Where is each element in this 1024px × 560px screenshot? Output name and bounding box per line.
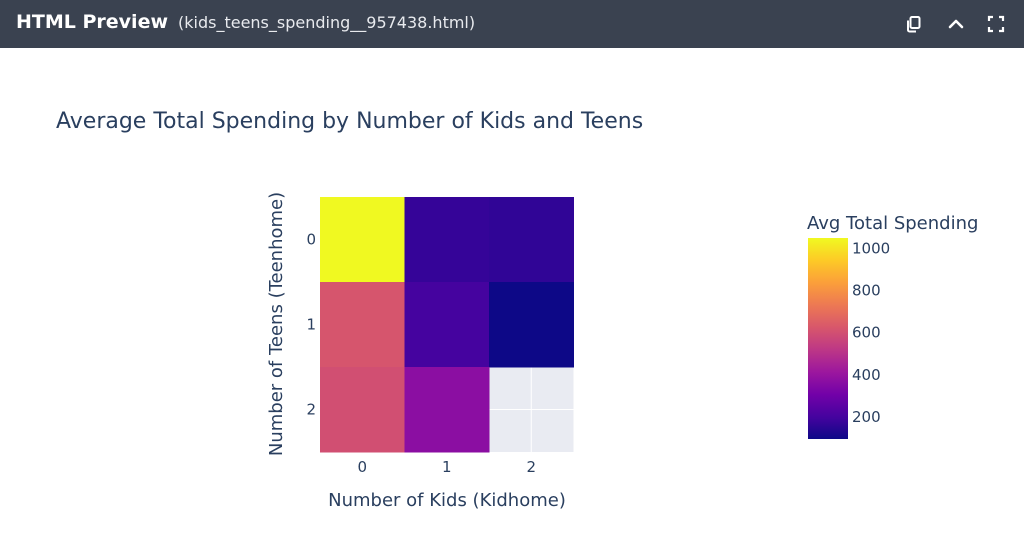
y-tick-label: 2 bbox=[306, 401, 316, 419]
x-tick-label: 0 bbox=[357, 458, 367, 476]
app-title: HTML Preview bbox=[16, 11, 169, 33]
heatmap-cells bbox=[320, 197, 574, 453]
chevron-up-icon bbox=[948, 19, 964, 29]
x-axis-ticks: 0 1 2 bbox=[357, 458, 536, 476]
copy-button[interactable] bbox=[900, 10, 928, 38]
fullscreen-button[interactable] bbox=[982, 10, 1010, 38]
heatmap-cell bbox=[320, 367, 405, 453]
y-tick-label: 1 bbox=[306, 316, 316, 334]
y-axis-title: Number of Teens (Teenhome) bbox=[266, 192, 287, 456]
colorbar-title: Avg Total Spending bbox=[807, 213, 978, 234]
colorbar-tick-label: 600 bbox=[852, 324, 881, 342]
x-tick-label: 2 bbox=[526, 458, 536, 476]
heatmap-cell bbox=[404, 197, 490, 283]
heatmap-cell bbox=[489, 197, 574, 283]
colorbar-tick-label: 400 bbox=[852, 366, 881, 384]
copy-icon bbox=[907, 16, 921, 33]
heatmap-cell bbox=[320, 282, 405, 368]
file-name: (kids_teens_spending__957438.html) bbox=[178, 13, 476, 32]
heatmap-cell bbox=[404, 282, 490, 368]
colorbar-tick-label: 800 bbox=[852, 282, 881, 300]
x-tick-label: 1 bbox=[442, 458, 452, 476]
preview-header: HTML Preview (kids_teens_spending__95743… bbox=[0, 0, 1024, 48]
chart-title: Average Total Spending by Number of Kids… bbox=[56, 109, 643, 134]
colorbar-ticks: 200 400 600 800 1000 bbox=[852, 240, 890, 426]
heatmap-chart: Average Total Spending by Number of Kids… bbox=[56, 109, 978, 511]
collapse-button[interactable] bbox=[942, 10, 970, 38]
heatmap-cell bbox=[404, 367, 490, 453]
colorbar bbox=[808, 238, 848, 439]
heatmap-cell bbox=[489, 282, 574, 368]
y-axis-ticks: 0 1 2 bbox=[306, 231, 316, 419]
y-tick-label: 0 bbox=[306, 231, 316, 249]
colorbar-tick-label: 200 bbox=[852, 408, 881, 426]
fullscreen-icon bbox=[987, 15, 1005, 33]
x-axis-title: Number of Kids (Kidhome) bbox=[328, 490, 566, 511]
heatmap-cell bbox=[320, 197, 405, 283]
chart-area: Average Total Spending by Number of Kids… bbox=[0, 48, 1024, 556]
colorbar-tick-label: 1000 bbox=[852, 240, 890, 258]
